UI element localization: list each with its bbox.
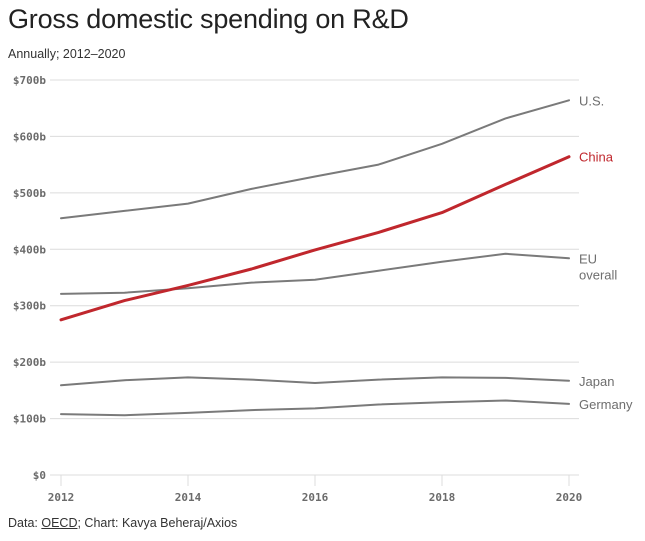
series-lines bbox=[59, 99, 571, 417]
series-label-eu-overall: EU overall bbox=[579, 251, 617, 282]
series-label-germany: Germany bbox=[579, 397, 633, 412]
x-tick-label: 2012 bbox=[48, 491, 75, 504]
y-tick-label: $500b bbox=[13, 187, 46, 200]
y-axis: $0 $100b $200b $300b $400b $500b $600b $700b bbox=[13, 74, 46, 482]
series-label-china: China bbox=[579, 150, 614, 165]
chart-title: Gross domestic spending on R&D bbox=[8, 4, 409, 34]
y-tick-label: $0 bbox=[33, 469, 46, 482]
series-line-u-s bbox=[60, 99, 570, 220]
source-link[interactable]: OECD bbox=[41, 516, 78, 530]
y-tick-label: $200b bbox=[13, 356, 46, 369]
footer-prefix: Data: bbox=[8, 516, 42, 530]
series-label-u-s: U.S. bbox=[579, 93, 604, 108]
series-labels: U.S. EU overall Japan Germany China bbox=[579, 93, 633, 412]
x-axis: 2012 2014 2016 2018 2020 bbox=[48, 475, 583, 504]
chart-footer: Data: OECD; Chart: Kavya Beheraj/Axios bbox=[8, 516, 237, 530]
y-tick-label: $700b bbox=[13, 74, 46, 87]
x-tick-label: 2014 bbox=[175, 491, 202, 504]
x-tick-label: 2016 bbox=[302, 491, 329, 504]
y-tick-label: $300b bbox=[13, 300, 46, 313]
x-tick-label: 2018 bbox=[429, 491, 456, 504]
chart-subtitle: Annually; 2012–2020 bbox=[8, 47, 126, 61]
series-label-japan: Japan bbox=[579, 374, 614, 389]
series-line-china bbox=[59, 155, 571, 322]
y-tick-label: $100b bbox=[13, 413, 46, 426]
x-tick-label: 2020 bbox=[556, 491, 583, 504]
y-tick-label: $400b bbox=[13, 243, 46, 256]
series-line-eu-overall bbox=[60, 252, 570, 295]
y-tick-label: $600b bbox=[13, 130, 46, 143]
series-line-japan bbox=[60, 376, 570, 387]
series-line-germany bbox=[60, 399, 570, 417]
footer-suffix: ; Chart: Kavya Beheraj/Axios bbox=[77, 516, 238, 530]
